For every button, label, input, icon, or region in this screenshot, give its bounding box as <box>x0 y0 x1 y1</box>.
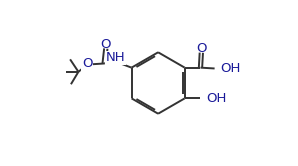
Text: OH: OH <box>220 62 240 75</box>
Text: O: O <box>100 38 111 51</box>
Text: NH: NH <box>105 51 125 64</box>
Text: O: O <box>82 57 92 70</box>
Text: O: O <box>196 42 207 55</box>
Text: OH: OH <box>206 92 226 105</box>
